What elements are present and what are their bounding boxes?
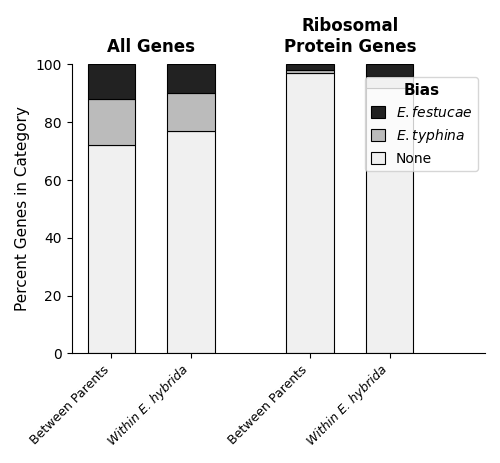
Bar xyxy=(286,73,334,353)
Bar xyxy=(286,64,334,70)
Text: Ribosomal
Protein Genes: Ribosomal Protein Genes xyxy=(284,17,416,56)
Y-axis label: Percent Genes in Category: Percent Genes in Category xyxy=(15,106,30,311)
Bar xyxy=(88,99,135,145)
Bar xyxy=(366,64,414,76)
Legend: $\it{E. festucae}$, $\it{E. typhina}$, None: $\it{E. festucae}$, $\it{E. typhina}$, N… xyxy=(365,77,478,171)
Bar xyxy=(88,145,135,353)
Bar xyxy=(366,88,414,353)
Bar xyxy=(286,70,334,73)
Text: All Genes: All Genes xyxy=(107,38,195,56)
Bar xyxy=(167,64,214,94)
Bar xyxy=(88,64,135,99)
Bar xyxy=(167,94,214,131)
Bar xyxy=(366,76,414,88)
Bar xyxy=(167,131,214,353)
